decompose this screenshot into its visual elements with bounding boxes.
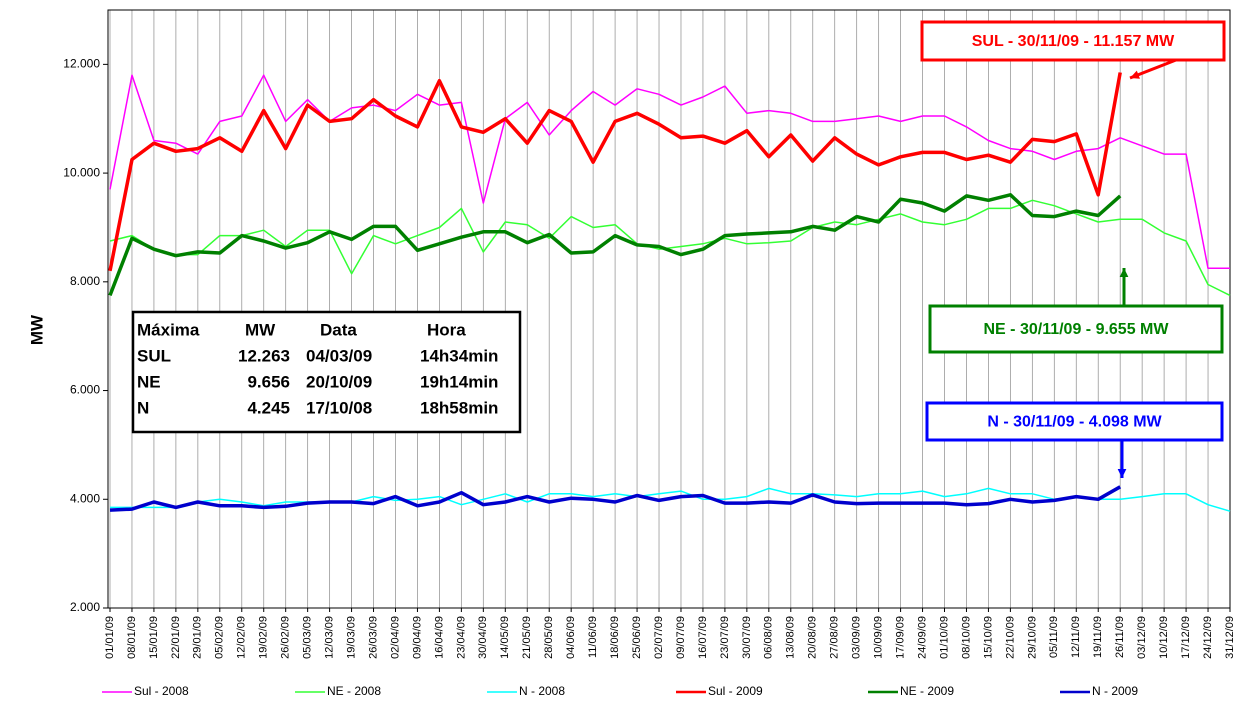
legend-label: N - 2009 [1092,684,1138,698]
table-box [131,310,522,434]
x-tick-label: 02/07/09 [653,616,665,659]
y-axis-label: MW [27,314,46,345]
x-tick-label: 05/02/09 [214,616,226,659]
x-tick-label: 23/07/09 [719,616,731,659]
x-tick-label: 17/09/09 [894,616,906,659]
x-tick-label: 25/06/09 [631,616,643,659]
y-tick-label: 2.000 [70,600,100,614]
annotation-text: SUL - 30/11/09 - 11.157 MW [972,33,1175,50]
y-tick-label: 4.000 [70,491,100,505]
series-line [110,487,1231,512]
x-tick-label: 03/09/09 [851,616,863,659]
x-tick-label: 15/01/09 [148,616,160,659]
legend-label: Sul - 2009 [708,684,763,698]
table-cell: 04/03/09 [306,346,372,365]
x-tick-label: 05/11/09 [1048,616,1060,658]
x-tick-label: 26/03/09 [367,616,379,659]
table-cell: N [137,398,149,417]
x-tick-label: 02/04/09 [389,616,401,659]
x-tick-label: 12/02/09 [236,616,248,659]
x-tick-label: 22/10/09 [1004,616,1016,659]
x-tick-label: 30/04/09 [477,616,489,659]
x-tick-label: 18/06/09 [609,616,621,659]
x-tick-label: 08/01/09 [126,616,138,659]
y-tick-label: 12.000 [63,57,100,71]
table-header: Data [320,320,357,339]
table-cell: 9.656 [247,372,290,391]
series-line [109,74,1230,269]
table-cell: 18h58min [420,398,498,417]
x-tick-label: 12/03/09 [324,616,336,659]
table-header: Máxima [137,320,200,339]
series-line [109,199,1231,297]
table-cell: 20/10/09 [306,372,372,391]
x-tick-label: 09/04/09 [411,616,423,659]
x-tick-label: 24/09/09 [916,616,928,659]
x-tick-label: 28/05/09 [543,616,555,659]
arrow-head [1130,70,1140,79]
x-tick-label: 29/01/09 [192,616,204,659]
x-tick-label: 05/03/09 [302,616,314,659]
arrow-head [1117,468,1127,478]
table-cell: 12.263 [238,346,290,365]
series-line [108,193,1122,297]
x-tick-label: 22/01/09 [170,616,182,659]
x-tick-label: 14/05/09 [499,616,511,659]
x-tick-label: 17/12/09 [1180,616,1192,659]
x-tick-label: 15/10/09 [982,616,994,659]
x-tick-label: 24/12/09 [1202,616,1214,659]
legend-label: Sul - 2008 [134,684,189,698]
x-tick-label: 26/11/09 [1114,616,1126,658]
legend-label: NE - 2008 [327,684,381,698]
x-tick-label: 31/12/09 [1224,616,1236,659]
arrow-head [1119,268,1129,278]
x-tick-label: 09/07/09 [675,616,687,659]
plot-frame [107,9,1231,609]
y-tick-label: 8.000 [70,274,100,288]
table-cell: 17/10/08 [306,398,372,417]
y-tick-label: 6.000 [70,383,100,397]
x-tick-label: 08/10/09 [960,616,972,659]
x-tick-label: 13/08/09 [785,616,797,659]
annotation-box [925,401,1224,442]
series-line [108,72,1122,272]
x-tick-label: 01/01/09 [104,616,116,659]
x-tick-label: 21/05/09 [521,616,533,659]
x-tick-label: 12/11/09 [1070,616,1082,658]
x-tick-label: 06/08/09 [763,616,775,659]
x-tick-label: 11/06/09 [587,616,599,658]
table-cell: 19h14min [420,372,498,391]
x-tick-label: 03/12/09 [1136,616,1148,659]
table-header: Hora [427,320,466,339]
x-tick-label: 19/03/09 [345,616,357,659]
x-tick-label: 29/10/09 [1026,616,1038,659]
x-tick-label: 19/02/09 [258,616,270,659]
annotation-box [920,20,1226,62]
table-cell: SUL [137,346,171,365]
table-header: MW [245,320,276,339]
table-cell: 14h34min [420,346,498,365]
x-tick-label: 19/11/09 [1092,616,1104,658]
x-tick-label: 27/08/09 [829,616,841,659]
annotation-box [928,304,1224,354]
annotation-text: N - 30/11/09 - 4.098 MW [987,414,1162,431]
x-tick-label: 04/06/09 [565,616,577,659]
legend-label: NE - 2009 [900,684,954,698]
x-tick-label: 20/08/09 [807,616,819,659]
x-tick-label: 16/07/09 [697,616,709,659]
x-tick-label: 10/12/09 [1158,616,1170,659]
x-tick-label: 26/02/09 [280,616,292,659]
x-tick-label: 23/04/09 [455,616,467,659]
table-cell: NE [137,372,161,391]
x-tick-label: 30/07/09 [741,616,753,659]
x-tick-label: 16/04/09 [433,616,445,659]
x-tick-label: 01/10/09 [938,616,950,659]
table-cell: 4.245 [247,398,290,417]
legend-label: N - 2008 [519,684,565,698]
y-tick-label: 10.000 [63,165,100,179]
annotation-text: NE - 30/11/09 - 9.655 MW [984,321,1170,338]
series-line [109,485,1122,512]
x-tick-label: 10/09/09 [873,616,885,659]
